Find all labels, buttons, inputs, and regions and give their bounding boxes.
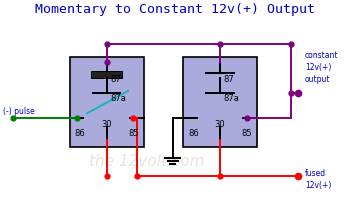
Text: (-) pulse: (-) pulse	[3, 107, 35, 116]
Text: 87a: 87a	[223, 94, 239, 103]
Text: constant
12v(+)
output: constant 12v(+) output	[305, 51, 338, 84]
Text: 85: 85	[128, 129, 139, 138]
Text: 86: 86	[188, 129, 199, 138]
Title: Momentary to Constant 12v(+) Output: Momentary to Constant 12v(+) Output	[35, 3, 315, 16]
Text: fused
12v(+): fused 12v(+)	[305, 169, 331, 190]
Text: 87: 87	[110, 75, 121, 84]
Text: 87a: 87a	[110, 94, 126, 103]
Bar	[91, 71, 122, 78]
Text: 30: 30	[215, 120, 225, 129]
Text: 87: 87	[223, 75, 234, 84]
Text: the 12volt.com: the 12volt.com	[89, 154, 205, 169]
Text: 30: 30	[102, 120, 112, 129]
Bar	[70, 57, 144, 147]
Text: 85: 85	[241, 129, 252, 138]
Bar	[183, 57, 257, 147]
Text: 86: 86	[75, 129, 85, 138]
